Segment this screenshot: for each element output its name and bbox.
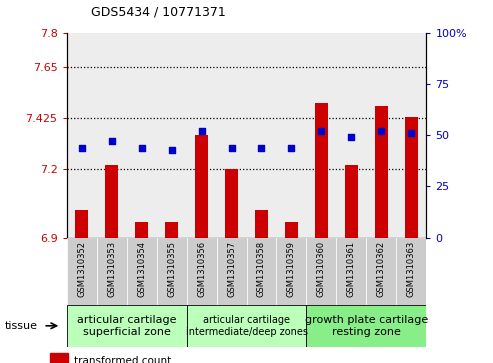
Bar bbox=[396, 238, 426, 305]
Text: growth plate cartilage
resting zone: growth plate cartilage resting zone bbox=[305, 315, 428, 337]
Bar bbox=[67, 305, 186, 347]
Text: transformed count: transformed count bbox=[74, 356, 172, 363]
Bar bbox=[186, 305, 307, 347]
Text: GSM1310363: GSM1310363 bbox=[407, 241, 416, 297]
Bar bbox=[315, 103, 328, 238]
Bar bbox=[285, 222, 298, 238]
Bar bbox=[135, 222, 148, 238]
Bar bbox=[336, 33, 366, 238]
Bar bbox=[307, 238, 336, 305]
Bar bbox=[277, 238, 307, 305]
Bar bbox=[366, 238, 396, 305]
Bar bbox=[366, 33, 396, 238]
Text: GSM1310357: GSM1310357 bbox=[227, 241, 236, 297]
Text: GSM1310356: GSM1310356 bbox=[197, 241, 206, 297]
Bar bbox=[97, 33, 127, 238]
Text: GSM1310360: GSM1310360 bbox=[317, 241, 326, 297]
Bar bbox=[157, 238, 186, 305]
Point bbox=[228, 144, 236, 150]
Text: GSM1310352: GSM1310352 bbox=[77, 241, 86, 297]
Text: GSM1310355: GSM1310355 bbox=[167, 241, 176, 297]
Bar bbox=[127, 33, 157, 238]
Text: GDS5434 / 10771371: GDS5434 / 10771371 bbox=[91, 5, 226, 18]
Bar bbox=[165, 222, 178, 238]
Bar bbox=[67, 33, 97, 238]
Bar bbox=[336, 238, 366, 305]
Text: GSM1310362: GSM1310362 bbox=[377, 241, 386, 297]
Bar bbox=[225, 170, 238, 238]
Bar bbox=[246, 33, 277, 238]
Bar bbox=[216, 33, 246, 238]
Bar bbox=[67, 238, 97, 305]
Bar bbox=[186, 238, 216, 305]
Text: GSM1310359: GSM1310359 bbox=[287, 241, 296, 297]
Text: GSM1310354: GSM1310354 bbox=[137, 241, 146, 297]
Point bbox=[168, 147, 176, 152]
Bar bbox=[396, 33, 426, 238]
Text: GSM1310353: GSM1310353 bbox=[107, 241, 116, 297]
Point bbox=[107, 138, 115, 144]
Text: GSM1310358: GSM1310358 bbox=[257, 241, 266, 297]
Point bbox=[77, 144, 85, 150]
Point bbox=[287, 144, 295, 150]
Bar bbox=[307, 305, 426, 347]
Point bbox=[138, 144, 145, 150]
Bar bbox=[75, 211, 88, 238]
Text: GSM1310361: GSM1310361 bbox=[347, 241, 356, 297]
Point bbox=[348, 134, 355, 140]
Text: tissue: tissue bbox=[5, 321, 38, 331]
Bar bbox=[375, 106, 388, 238]
Bar bbox=[246, 238, 277, 305]
Bar bbox=[255, 211, 268, 238]
Bar bbox=[405, 117, 418, 238]
Bar bbox=[195, 135, 208, 238]
Point bbox=[317, 128, 325, 134]
Point bbox=[198, 128, 206, 134]
Bar bbox=[105, 165, 118, 238]
Text: articular cartilage
superficial zone: articular cartilage superficial zone bbox=[77, 315, 176, 337]
Point bbox=[257, 144, 265, 150]
Point bbox=[408, 130, 416, 136]
Bar bbox=[277, 33, 307, 238]
Bar bbox=[186, 33, 216, 238]
Bar bbox=[127, 238, 157, 305]
Bar bbox=[345, 165, 358, 238]
Bar bbox=[50, 353, 68, 363]
Text: articular cartilage
intermediate/deep zones: articular cartilage intermediate/deep zo… bbox=[185, 315, 308, 337]
Bar bbox=[216, 238, 246, 305]
Bar bbox=[97, 238, 127, 305]
Bar bbox=[157, 33, 186, 238]
Point bbox=[378, 128, 386, 134]
Bar bbox=[307, 33, 336, 238]
